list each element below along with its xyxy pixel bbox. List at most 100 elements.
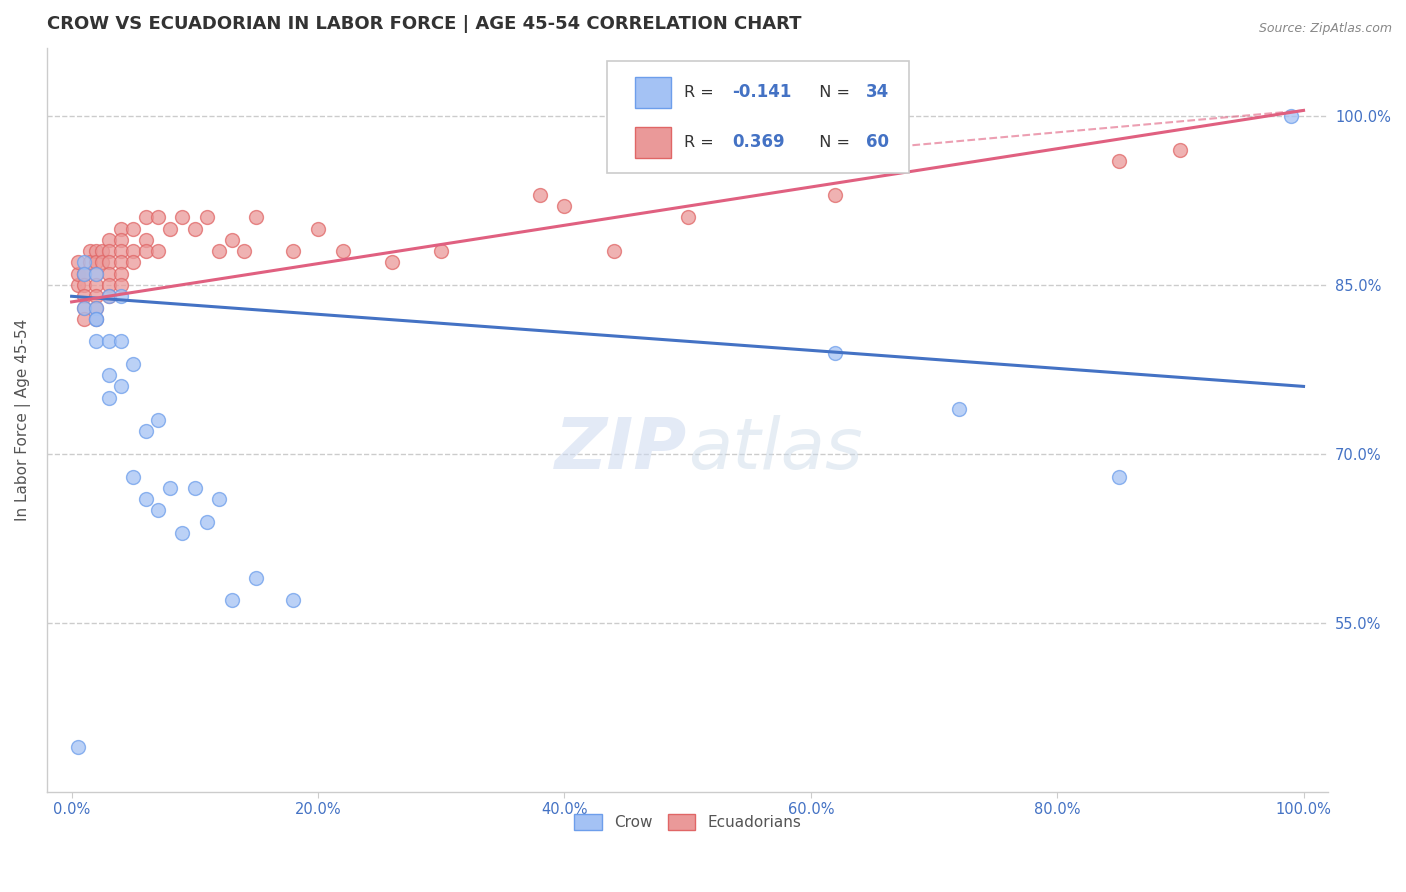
FancyBboxPatch shape [607,61,910,173]
Point [84,244,107,259]
Point [73,267,96,281]
Point [602,244,624,259]
Point [97,368,120,383]
Point [135,425,157,439]
Text: 34: 34 [866,83,889,101]
Point [73,255,96,269]
Point [676,211,699,225]
Point [110,267,132,281]
Point [135,491,157,506]
Point [172,211,194,225]
Point [172,525,194,540]
Point [122,255,145,269]
Point [332,244,354,259]
Point [73,267,96,281]
Point [1108,469,1130,483]
Point [84,334,107,349]
Point [245,211,267,225]
Point [146,503,169,517]
Point [283,244,305,259]
Point [66,267,89,281]
Point [97,267,120,281]
Point [110,255,132,269]
Text: Source: ZipAtlas.com: Source: ZipAtlas.com [1258,22,1392,36]
Point [84,301,107,315]
Point [110,233,132,247]
Point [97,244,120,259]
Point [135,244,157,259]
Text: CROW VS ECUADORIAN IN LABOR FORCE | AGE 45-54 CORRELATION CHART: CROW VS ECUADORIAN IN LABOR FORCE | AGE … [46,15,801,33]
Text: N =: N = [810,85,855,100]
Point [529,187,551,202]
Point [110,334,132,349]
Point [824,345,846,359]
Text: ZIP: ZIP [555,416,688,484]
FancyBboxPatch shape [636,127,671,158]
Point [195,211,218,225]
Point [283,593,305,607]
Point [208,491,231,506]
Text: atlas: atlas [688,416,862,484]
Point [84,289,107,303]
Point [195,515,218,529]
Point [208,244,231,259]
Text: 0.369: 0.369 [733,133,785,152]
Point [79,255,101,269]
Point [159,481,181,495]
Point [66,255,89,269]
Point [824,187,846,202]
Point [84,311,107,326]
Point [66,278,89,293]
Point [97,233,120,247]
Point [135,211,157,225]
Legend: Crow, Ecuadorians: Crow, Ecuadorians [568,808,807,837]
Point [122,221,145,235]
Point [233,244,256,259]
Point [110,221,132,235]
Point [1108,154,1130,169]
Text: -0.141: -0.141 [733,83,792,101]
Point [1279,109,1302,123]
Point [1170,143,1192,157]
Point [430,244,453,259]
Point [97,278,120,293]
Point [91,244,114,259]
Point [221,593,243,607]
Point [73,301,96,315]
Point [146,211,169,225]
Point [184,221,207,235]
Point [73,289,96,303]
Point [97,255,120,269]
Point [159,221,181,235]
Point [553,199,575,213]
Point [110,244,132,259]
Point [97,391,120,405]
Point [245,571,267,585]
Point [122,244,145,259]
Point [73,311,96,326]
Point [381,255,404,269]
Point [97,334,120,349]
Point [84,267,107,281]
Point [79,244,101,259]
Text: R =: R = [683,135,718,150]
Point [97,289,120,303]
Text: 60: 60 [866,133,889,152]
Point [184,481,207,495]
Point [73,301,96,315]
Point [110,289,132,303]
FancyBboxPatch shape [636,77,671,108]
Point [948,401,970,416]
Point [110,278,132,293]
Point [110,379,132,393]
Point [135,233,157,247]
Point [73,267,96,281]
Point [122,469,145,483]
Point [307,221,329,235]
Point [91,255,114,269]
Point [84,311,107,326]
Point [122,357,145,371]
Point [84,311,107,326]
Point [84,267,107,281]
Text: N =: N = [810,135,855,150]
